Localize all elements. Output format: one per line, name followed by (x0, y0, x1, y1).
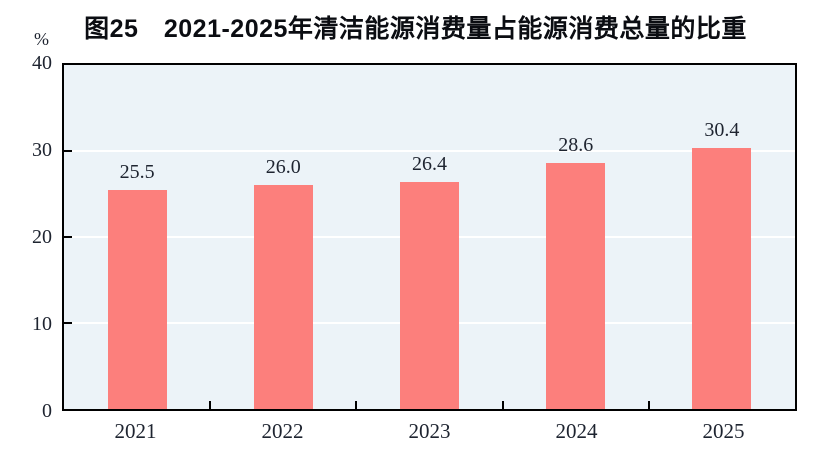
y-axis-tick-label-10: 10 (32, 313, 52, 335)
bar-2022 (253, 185, 313, 409)
bar-2023 (400, 181, 459, 409)
x-axis-boundary-tick-4 (647, 401, 650, 409)
y-axis-tick-label-20: 20 (32, 226, 52, 248)
y-axis-tick-label-30: 30 (32, 139, 52, 161)
chart-title: 图25 2021-2025年清洁能源消费量占能源消费总量的比重 (84, 15, 747, 43)
x-axis-boundary-tick-1 (209, 401, 212, 409)
bar-2024 (546, 163, 606, 409)
y-axis-tick-20 (64, 236, 72, 238)
y-axis-unit-label: % (34, 29, 49, 49)
y-axis-tick-30 (64, 150, 72, 152)
x-axis-label-2024: 2024 (555, 419, 598, 443)
y-axis-tick-10 (64, 322, 72, 324)
x-axis-label-2022: 2022 (261, 419, 304, 443)
y-axis-tick-label-0: 0 (42, 400, 52, 422)
x-axis-boundary-tick-3 (501, 401, 504, 409)
plot-area: 25.5 26.0 26.4 28.6 30.4 (62, 63, 797, 411)
x-axis-boundary-tick-2 (355, 401, 358, 409)
bar-2021 (107, 189, 167, 409)
bar-value-label-2021: 25.5 (119, 160, 155, 183)
x-axis-labels: 2021 2022 2023 2024 2025 (62, 419, 797, 449)
y-axis-tick-label-40: 40 (32, 52, 52, 74)
bar-value-label-2025: 30.4 (704, 118, 740, 141)
x-axis-label-2023: 2023 (408, 419, 451, 443)
bar-2025 (692, 147, 752, 409)
x-axis-label-2021: 2021 (114, 419, 157, 443)
x-axis-label-2025: 2025 (702, 419, 745, 443)
bar-value-label-2023: 26.4 (412, 152, 447, 175)
gridline-30 (64, 150, 795, 152)
bar-value-label-2022: 26.0 (265, 156, 301, 179)
y-axis-labels: 0 10 20 30 40 (0, 52, 56, 422)
bar-value-label-2024: 28.6 (558, 134, 594, 157)
